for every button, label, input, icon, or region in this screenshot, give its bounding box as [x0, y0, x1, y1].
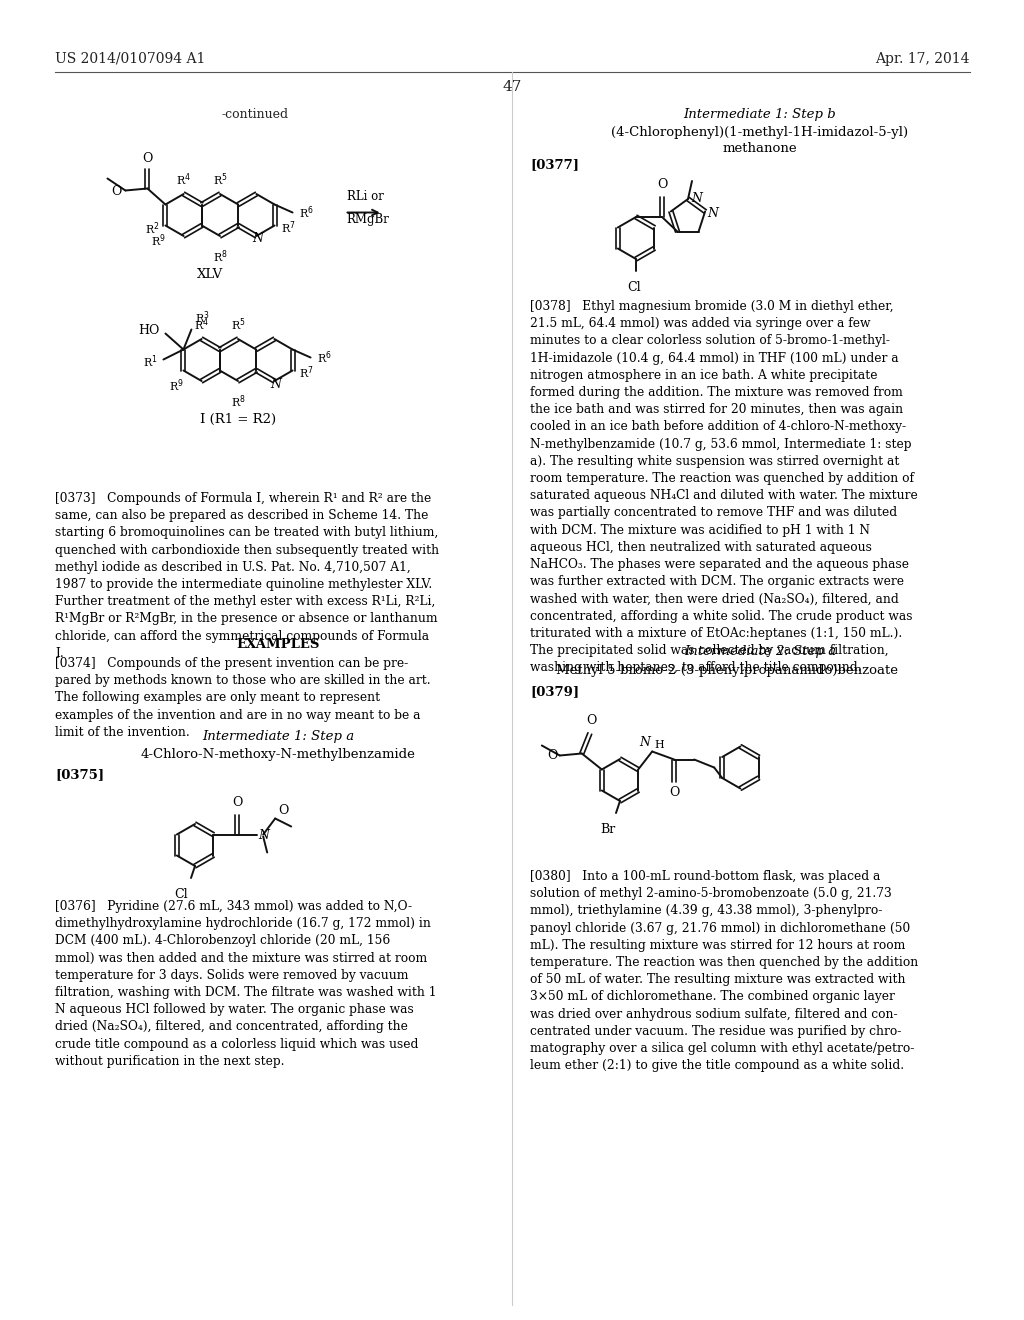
Text: -continued: -continued: [221, 108, 289, 121]
Text: R$^7$: R$^7$: [281, 219, 295, 236]
Text: [0377]: [0377]: [530, 158, 579, 172]
Text: O: O: [232, 796, 243, 809]
Text: O: O: [587, 714, 597, 727]
Text: R$^8$: R$^8$: [213, 248, 227, 264]
Text: R$^1$: R$^1$: [142, 354, 158, 370]
Text: O: O: [656, 178, 668, 191]
Text: R$^8$: R$^8$: [230, 393, 246, 409]
Text: Apr. 17, 2014: Apr. 17, 2014: [876, 51, 970, 66]
Text: RLi or: RLi or: [346, 190, 383, 203]
Text: O: O: [111, 185, 122, 198]
Text: Methyl 5-bromo-2-(3-phenylpropanamido)benzoate: Methyl 5-bromo-2-(3-phenylpropanamido)be…: [556, 664, 898, 677]
Text: R$^2$: R$^2$: [144, 220, 160, 236]
Text: Intermediate 1: Step b: Intermediate 1: Step b: [684, 108, 837, 121]
Text: RMgBr: RMgBr: [346, 214, 389, 227]
Text: [0376]   Pyridine (27.6 mL, 343 mmol) was added to N,O-
dimethylhydroxylamine hy: [0376] Pyridine (27.6 mL, 343 mmol) was …: [55, 900, 436, 1068]
Text: R$^7$: R$^7$: [299, 364, 313, 380]
Text: N: N: [691, 193, 702, 206]
Text: R$^6$: R$^6$: [299, 205, 313, 220]
Text: N: N: [258, 829, 269, 842]
Text: R$^9$: R$^9$: [151, 232, 166, 249]
Text: Intermediate 1: Step a: Intermediate 1: Step a: [202, 730, 354, 743]
Text: N: N: [708, 207, 718, 220]
Text: [0380]   Into a 100-mL round-bottom flask, was placed a
solution of methyl 2-ami: [0380] Into a 100-mL round-bottom flask,…: [530, 870, 919, 1072]
Text: Cl: Cl: [627, 281, 641, 294]
Text: EXAMPLES: EXAMPLES: [237, 638, 319, 651]
Text: [0378]   Ethyl magnesium bromide (3.0 M in diethyl ether,
21.5 mL, 64.4 mmol) wa: [0378] Ethyl magnesium bromide (3.0 M in…: [530, 300, 918, 675]
Text: Intermediate 2: Step a: Intermediate 2: Step a: [684, 645, 836, 657]
Text: N: N: [639, 737, 650, 750]
Text: [0374]   Compounds of the present invention can be pre-
pared by methods known t: [0374] Compounds of the present inventio…: [55, 657, 431, 739]
Text: R$^6$: R$^6$: [316, 350, 332, 366]
Text: O: O: [669, 787, 679, 800]
Text: XLV: XLV: [197, 268, 223, 281]
Text: Cl: Cl: [174, 888, 187, 902]
Text: R$^9$: R$^9$: [169, 378, 183, 395]
Text: methanone: methanone: [723, 143, 798, 154]
Text: N: N: [252, 232, 263, 246]
Text: R$^3$: R$^3$: [196, 310, 210, 326]
Text: [0379]: [0379]: [530, 685, 580, 698]
Text: H: H: [654, 739, 664, 750]
Text: [0375]: [0375]: [55, 768, 104, 781]
Text: Br: Br: [600, 822, 615, 836]
Text: N: N: [270, 378, 281, 391]
Text: O: O: [279, 804, 289, 817]
Text: (4-Chlorophenyl)(1-methyl-1H-imidazol-5-yl): (4-Chlorophenyl)(1-methyl-1H-imidazol-5-…: [611, 125, 908, 139]
Text: R$^4$: R$^4$: [195, 317, 209, 333]
Text: O: O: [548, 748, 558, 762]
Text: R$^5$: R$^5$: [230, 317, 246, 333]
Text: US 2014/0107094 A1: US 2014/0107094 A1: [55, 51, 206, 66]
Text: R$^4$: R$^4$: [176, 172, 191, 187]
Text: [0373]   Compounds of Formula I, wherein R¹ and R² are the
same, can also be pre: [0373] Compounds of Formula I, wherein R…: [55, 492, 439, 660]
Text: HO: HO: [138, 323, 160, 337]
Text: O: O: [142, 152, 153, 165]
Text: 4-Chloro-N-methoxy-N-methylbenzamide: 4-Chloro-N-methoxy-N-methylbenzamide: [140, 748, 416, 762]
Text: 47: 47: [503, 81, 521, 94]
Text: R$^5$: R$^5$: [213, 172, 227, 187]
Text: I (R1 = R2): I (R1 = R2): [200, 413, 276, 426]
